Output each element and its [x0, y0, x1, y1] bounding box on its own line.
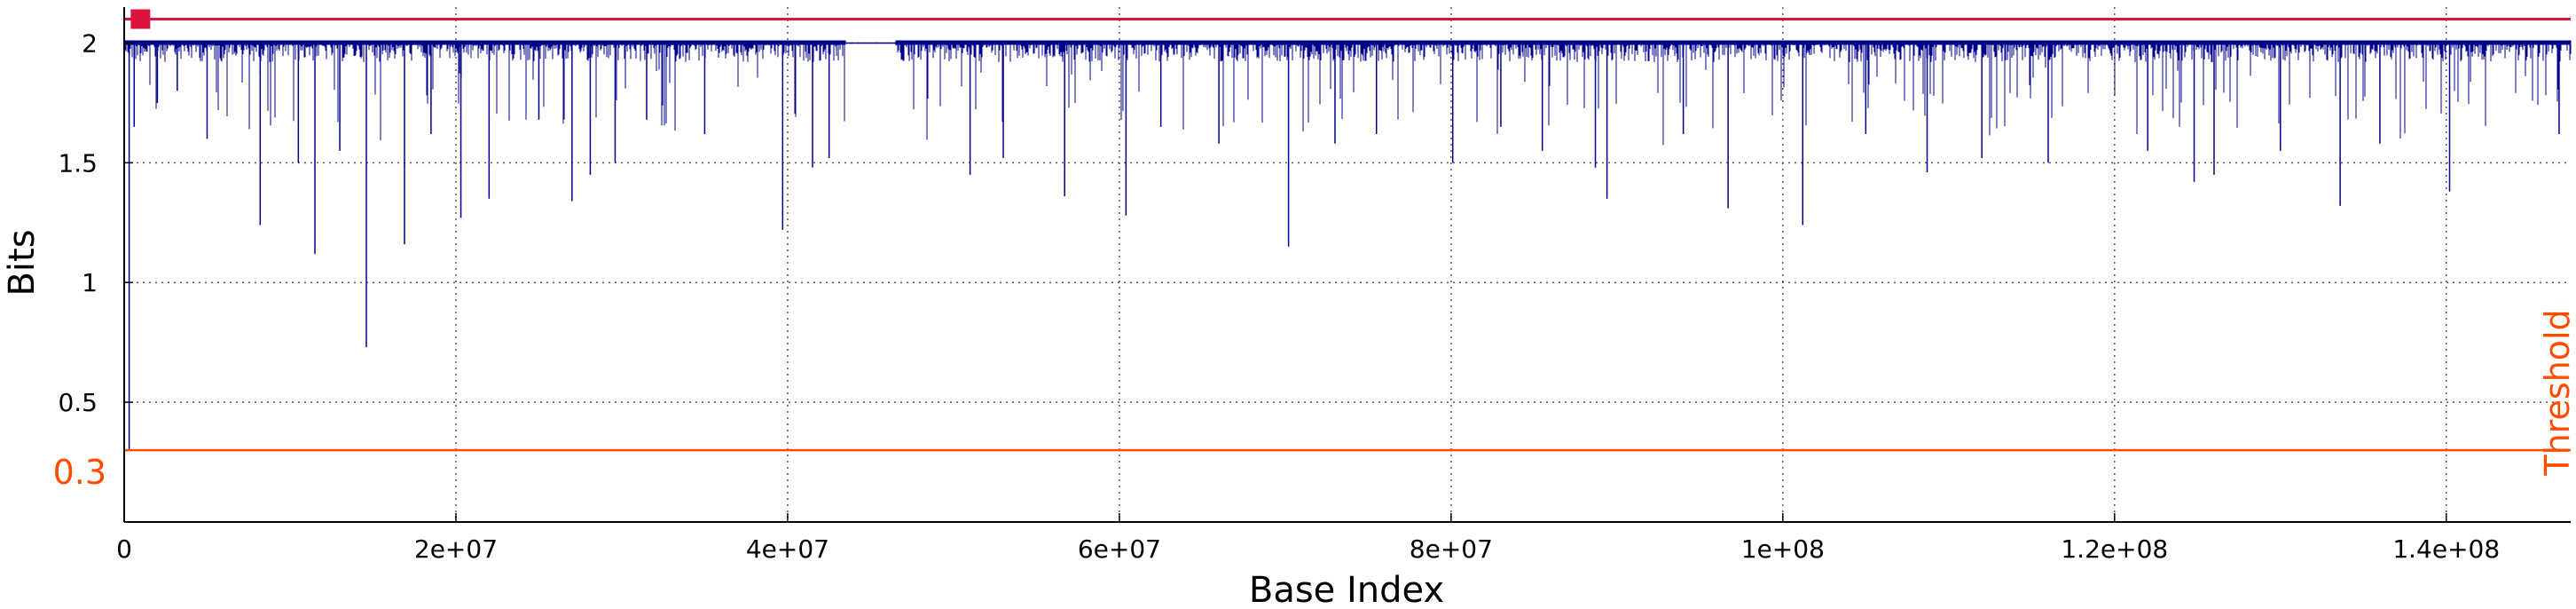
y-tick-label: 2 — [82, 28, 98, 58]
threshold-label: Threshold — [2538, 309, 2576, 476]
y-tick-label: 0.5 — [58, 388, 98, 417]
x-tick-label: 1.2e+08 — [2061, 534, 2168, 564]
bits-series — [123, 40, 2572, 451]
tick-labels: 0.5 1 1.5 2 0 2e+07 4e+07 6e+07 8e+07 1e+08 1.2e+0… — [58, 28, 2500, 564]
x-tick-label: 0 — [116, 534, 132, 564]
max-marker — [130, 9, 151, 29]
x-tick-label: 1e+08 — [1741, 534, 1825, 564]
y-tick-label: 1.5 — [58, 148, 98, 178]
x-tick-label: 1.4e+08 — [2392, 534, 2500, 564]
y-axis-title: Bits — [2, 229, 43, 296]
x-tick-label: 6e+07 — [1078, 534, 1161, 564]
x-tick-label: 2e+07 — [414, 534, 498, 564]
reference-lines — [124, 9, 2571, 452]
x-tick-label: 8e+07 — [1410, 534, 1493, 564]
y-tick-label: 1 — [82, 268, 98, 297]
x-axis-title: Base Index — [1249, 570, 1444, 609]
threshold-value-label: 0.3 — [53, 453, 106, 492]
x-tick-label: 4e+07 — [746, 534, 829, 564]
plot-axes — [123, 7, 2571, 523]
